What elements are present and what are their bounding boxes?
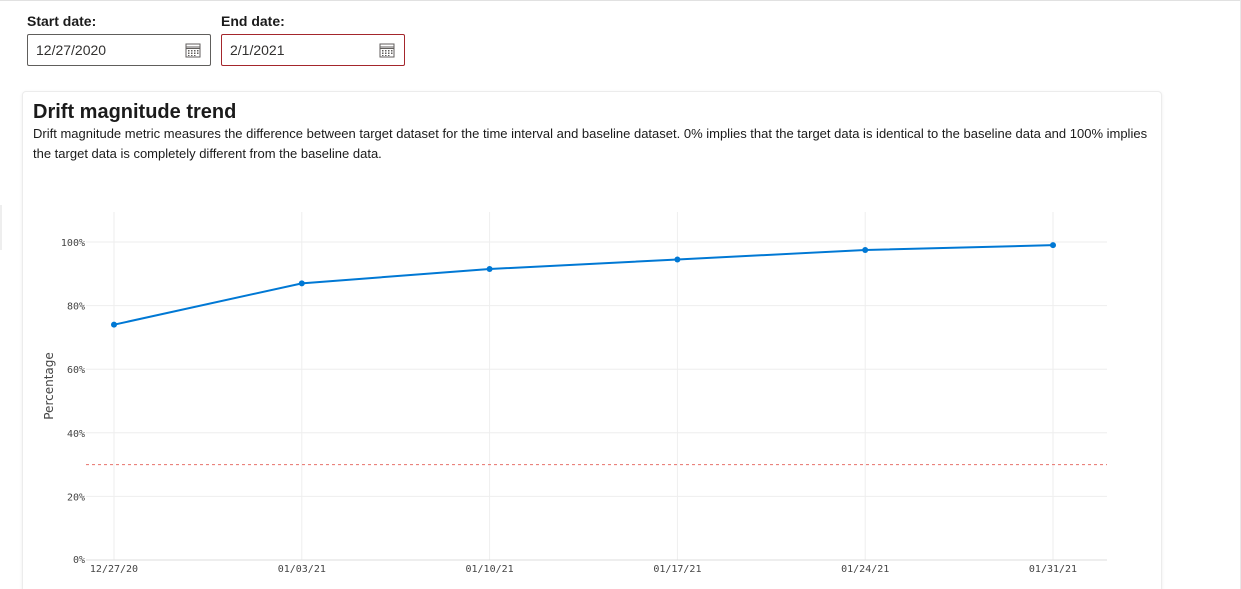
data-point[interactable] [674, 256, 681, 263]
axis-ticks: 0% 20% 40% 60% 80% 100% 12/27/20 01/03/21 01/10/… [61, 238, 1077, 575]
x-tick-label: 01/17/21 [653, 564, 701, 575]
data-point[interactable] [1050, 242, 1056, 249]
end-date-value[interactable]: 2/1/2021 [230, 42, 285, 58]
grid-lines [86, 212, 1107, 561]
start-date-value[interactable]: 12/27/2020 [36, 42, 107, 58]
data-point[interactable] [486, 266, 493, 273]
x-tick-label: 01/10/21 [466, 564, 514, 575]
data-point[interactable] [298, 280, 305, 287]
series-line [113, 244, 1054, 326]
x-tick-label: 01/24/21 [841, 564, 889, 575]
start-date-field[interactable]: 12/27/2020 [27, 34, 211, 66]
x-tick-label: 12/27/20 [90, 564, 138, 575]
start-date-group: Start date: 12/27/2020 [27, 12, 211, 66]
y-tick-label: 20% [67, 492, 85, 503]
x-tick-label: 01/03/21 [278, 564, 326, 575]
x-tick-label: 01/31/21 [1029, 564, 1077, 575]
drift-magnitude-card: Drift magnitude trend Drift magnitude me… [22, 91, 1162, 589]
end-date-label: End date: [221, 13, 285, 29]
series-group [111, 242, 1056, 328]
end-date-group: End date: 2/1/2021 [221, 12, 405, 66]
y-tick-label: 100% [61, 238, 85, 249]
data-point[interactable] [111, 321, 117, 328]
card-description: Drift magnitude metric measures the diff… [33, 126, 1148, 161]
y-tick-label: 80% [67, 302, 85, 313]
calendar-icon[interactable] [379, 42, 395, 58]
end-date-field[interactable]: 2/1/2021 [221, 34, 405, 66]
card-title: Drift magnitude trend [33, 101, 237, 123]
calendar-icon[interactable] [185, 42, 201, 58]
y-tick-label: 60% [67, 365, 85, 376]
data-point[interactable] [862, 246, 869, 253]
left-edge-marker [0, 205, 2, 250]
y-axis-label: Percentage [42, 352, 56, 420]
y-tick-label: 0% [73, 555, 85, 566]
y-tick-label: 40% [67, 429, 85, 440]
top-divider [0, 0, 1241, 1]
start-date-label: Start date: [27, 13, 97, 29]
